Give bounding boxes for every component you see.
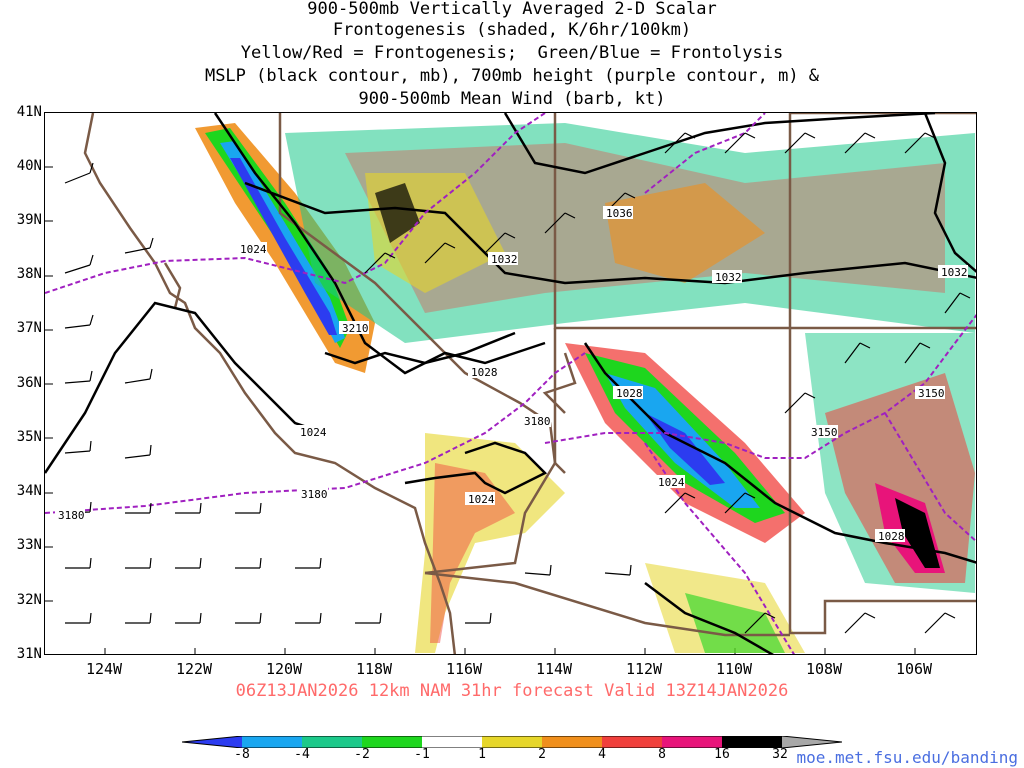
lon-label-116w: 116W [445,660,483,678]
lat-label-33n: 33N [16,537,42,553]
colorbar-swatch [482,736,542,748]
colorbar [181,733,843,749]
colorbar-swatch [722,736,782,748]
colorbar-swatch-lt-minus8 [182,736,242,748]
colorbar-label: 8 [658,747,666,762]
title-line-4: MSLP (black contour, mb), 700mb height (… [204,66,820,86]
colorbar-swatch [362,736,422,748]
lon-label-106w: 106W [895,660,933,678]
mslp-label: 1036 [606,207,633,220]
mslp-label: 1028 [878,530,905,543]
lat-label-37n: 37N [16,320,42,336]
colorbar-label: -8 [234,747,250,762]
lat-label-39n: 39N [16,212,42,228]
lat-label-40n: 40N [16,158,42,174]
mslp-label: 1024 [240,243,267,256]
map-svg: 1024 1032 1036 1032 1032 1028 1028 1024 … [45,113,976,654]
colorbar-swatch [302,736,362,748]
mslp-label: 1028 [616,387,643,400]
lat-label-41n: 41N [16,104,42,120]
lon-label-110w: 110W [715,660,753,678]
colorbar-swatch [242,736,302,748]
frontogenesis-shading [195,123,975,653]
lon-label-108w: 108W [805,660,843,678]
colorbar-svg [181,735,843,749]
colorbar-swatch [422,736,482,748]
height-label: 3150 [811,426,838,439]
title-line-5: 900-500mb Mean Wind (barb, kt) [358,89,666,109]
title-line-1: 900-500mb Vertically Averaged 2-D Scalar [307,0,717,19]
source-url: moe.met.fsu.edu/banding [796,748,1018,767]
height-label: 3210 [342,322,369,335]
mslp-label: 1032 [941,266,968,279]
lon-label-120w: 120W [265,660,303,678]
colorbar-swatch-gt-32 [782,736,842,748]
lon-label-118w: 118W [355,660,393,678]
mslp-label: 1032 [491,253,518,266]
lat-label-35n: 35N [16,429,42,445]
colorbar-label: -2 [354,747,370,762]
colorbar-label: -1 [414,747,430,762]
lon-label-124w: 124W [85,660,123,678]
geo-borders [83,113,976,654]
height-label: 3150 [918,387,945,400]
colorbar-label: 16 [714,747,730,762]
colorbar-label: 32 [772,747,788,762]
height-label: 3180 [524,415,551,428]
colorbar-swatch [602,736,662,748]
mslp-label: 1032 [715,271,742,284]
colorbar-label: -4 [294,747,310,762]
height-label: 3180 [58,509,85,522]
title-line-3: Yellow/Red = Frontogenesis; Green/Blue =… [240,43,784,63]
colorbar-label: 2 [538,747,546,762]
mslp-label: 1024 [658,476,685,489]
colorbar-swatch [662,736,722,748]
title-line-2: Frontogenesis (shaded, K/6hr/100km) [332,20,692,40]
colorbar-swatch [542,736,602,748]
colorbar-label: 1 [478,747,486,762]
lat-label-36n: 36N [16,375,42,391]
wind-barbs [64,132,971,634]
lat-label-38n: 38N [16,266,42,282]
mslp-label: 1024 [468,493,495,506]
lon-label-122w: 122W [175,660,213,678]
lat-label-31n: 31N [16,646,42,662]
map-panel: 1024 1032 1036 1032 1032 1028 1028 1024 … [44,112,977,655]
colorbar-label: 4 [598,747,606,762]
lat-label-32n: 32N [16,592,42,608]
lon-label-112w: 112W [625,660,663,678]
lat-label-34n: 34N [16,483,42,499]
contour-labels: 1024 1032 1036 1032 1032 1028 1028 1024 … [55,206,968,543]
height-label: 3180 [301,488,328,501]
lon-label-114w: 114W [535,660,573,678]
mslp-label: 1024 [300,426,327,439]
mslp-label: 1028 [471,366,498,379]
forecast-valid-time: 06Z13JAN2026 12km NAM 31hr forecast Vali… [235,681,789,701]
